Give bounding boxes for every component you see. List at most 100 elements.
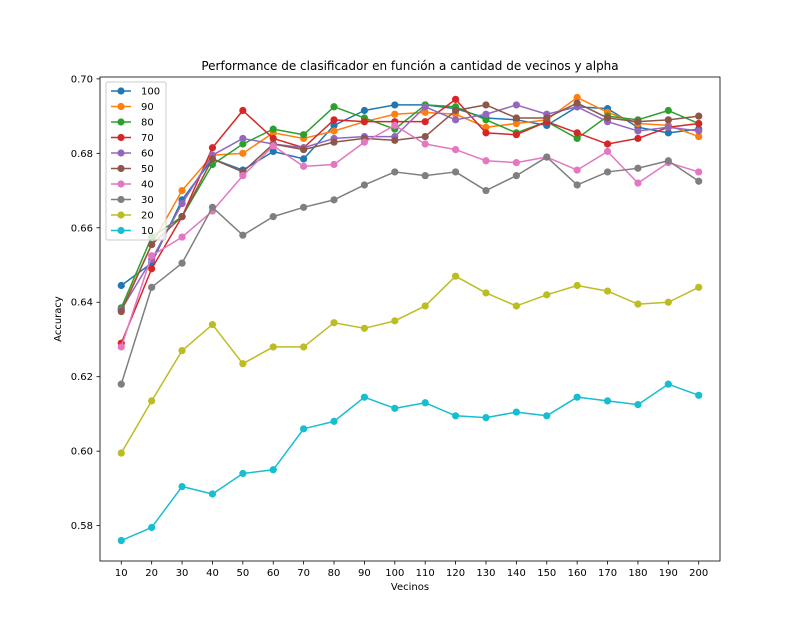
data-point bbox=[148, 523, 156, 532]
y-axis-label: Accuracy bbox=[53, 296, 64, 342]
x-tick-label: 170 bbox=[598, 568, 617, 579]
data-point bbox=[603, 147, 612, 156]
data-point bbox=[178, 347, 186, 355]
data-point bbox=[148, 240, 156, 249]
data-point bbox=[451, 106, 460, 115]
data-point bbox=[208, 203, 217, 211]
legend-label: 60 bbox=[141, 149, 154, 160]
data-point bbox=[117, 449, 125, 457]
data-point bbox=[391, 136, 399, 144]
legend-marker bbox=[117, 211, 125, 219]
series-10 bbox=[117, 380, 703, 545]
data-point bbox=[421, 302, 429, 310]
y-axis: 0.58 0.60 0.62 0.64 0.66 0.68 0.70 bbox=[71, 74, 100, 532]
series-30 bbox=[117, 153, 703, 388]
x-tick-label: 140 bbox=[507, 568, 526, 579]
data-point bbox=[269, 343, 277, 351]
data-point bbox=[695, 391, 703, 399]
data-point bbox=[208, 155, 217, 163]
legend-frame bbox=[105, 81, 167, 241]
data-point bbox=[634, 401, 642, 409]
data-point bbox=[360, 118, 369, 126]
data-point bbox=[239, 360, 247, 368]
x-tick-label: 60 bbox=[267, 568, 280, 579]
plot-area-frame bbox=[99, 76, 721, 562]
data-point bbox=[239, 106, 247, 115]
data-point bbox=[391, 110, 399, 118]
data-point bbox=[360, 181, 369, 189]
x-tick-label: 200 bbox=[689, 568, 708, 579]
series-line bbox=[120, 156, 700, 385]
x-tick-label: 110 bbox=[416, 568, 435, 579]
data-point bbox=[421, 118, 429, 126]
legend-marker bbox=[117, 149, 125, 157]
data-point bbox=[634, 134, 642, 143]
y-tick-label: 0.66 bbox=[71, 223, 93, 234]
data-point bbox=[482, 110, 490, 118]
data-point bbox=[451, 146, 460, 154]
x-tick-label: 40 bbox=[206, 568, 219, 579]
legend-label: 50 bbox=[141, 164, 154, 175]
series-line bbox=[120, 96, 699, 311]
legend-marker bbox=[117, 226, 125, 235]
data-point bbox=[695, 112, 703, 120]
data-point bbox=[269, 142, 277, 150]
data-point bbox=[543, 291, 551, 299]
data-point bbox=[512, 302, 520, 310]
legend-item: 60 bbox=[111, 149, 154, 160]
data-point bbox=[300, 162, 308, 170]
data-point bbox=[269, 125, 277, 133]
data-point bbox=[543, 114, 551, 122]
data-point bbox=[117, 307, 125, 316]
series-line bbox=[120, 383, 699, 542]
series-line bbox=[120, 124, 699, 348]
data-point bbox=[482, 289, 490, 297]
data-point bbox=[178, 482, 186, 491]
data-point bbox=[391, 317, 399, 325]
legend-item: 80 bbox=[111, 118, 154, 129]
data-point bbox=[208, 490, 217, 498]
data-point bbox=[573, 181, 581, 189]
data-point bbox=[178, 213, 186, 221]
data-point bbox=[239, 469, 247, 478]
legend-label: 40 bbox=[141, 180, 154, 191]
data-point bbox=[148, 265, 156, 273]
data-point bbox=[421, 399, 429, 407]
legend-marker bbox=[117, 195, 125, 204]
legend-item: 20 bbox=[111, 211, 154, 222]
data-point bbox=[391, 404, 399, 412]
data-point bbox=[482, 186, 490, 195]
data-point bbox=[634, 179, 642, 187]
legend-marker bbox=[117, 133, 125, 142]
data-point bbox=[360, 106, 369, 115]
data-point bbox=[451, 95, 460, 103]
data-point bbox=[695, 119, 703, 128]
data-point bbox=[148, 252, 156, 260]
data-point bbox=[664, 123, 672, 131]
legend-item: 50 bbox=[111, 164, 154, 175]
data-point bbox=[239, 172, 247, 180]
data-point bbox=[117, 281, 125, 290]
y-tick-label: 0.62 bbox=[71, 372, 93, 383]
data-point bbox=[512, 131, 520, 139]
x-tick-label: 100 bbox=[385, 568, 404, 579]
data-point bbox=[300, 343, 308, 351]
data-point bbox=[664, 116, 672, 124]
data-point bbox=[664, 380, 672, 388]
data-point bbox=[482, 116, 490, 124]
x-tick-label: 50 bbox=[236, 568, 249, 579]
series-line bbox=[120, 102, 699, 312]
x-tick-label: 70 bbox=[297, 568, 310, 579]
chart-title: Performance de clasificador en función a… bbox=[201, 59, 618, 73]
data-point bbox=[178, 233, 186, 241]
legend-marker bbox=[117, 87, 125, 95]
data-point bbox=[330, 138, 338, 146]
data-point bbox=[573, 166, 581, 174]
data-point bbox=[300, 146, 308, 154]
data-point bbox=[451, 116, 460, 124]
data-point bbox=[269, 134, 277, 143]
data-point bbox=[573, 129, 581, 137]
y-tick-label: 0.60 bbox=[71, 447, 93, 458]
